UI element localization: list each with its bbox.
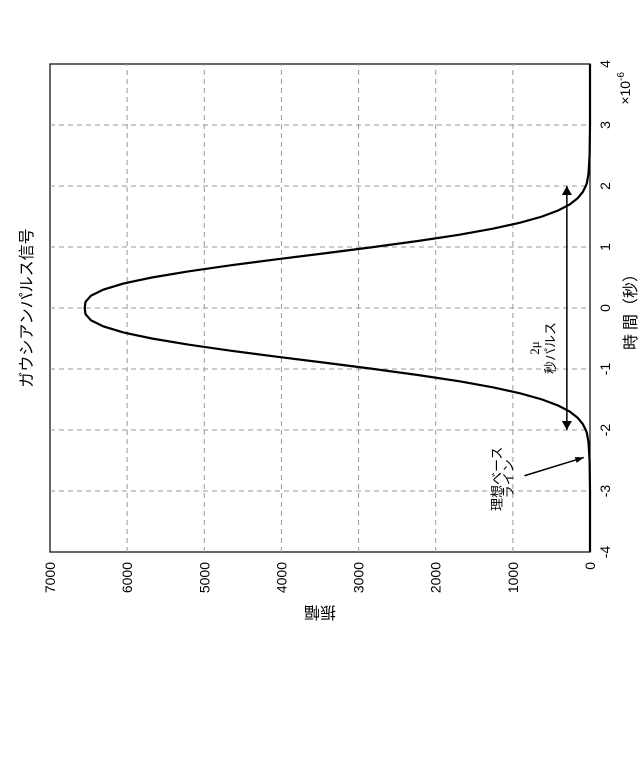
rotated-group: -4 -3 -2 -1 0 1 2 3 4 0 1000 2000 3000 4000 5000 6000 7… — [18, 60, 640, 621]
svg-text:0: 0 — [597, 304, 613, 312]
chart-canvas: -4 -3 -2 -1 0 1 2 3 4 0 1000 2000 3000 4000 5000 6000 7… — [0, 0, 640, 762]
y-tick-labels: 0 1000 2000 3000 4000 5000 6000 7000 — [42, 562, 598, 593]
pulse-annotation-l1: 2μ — [527, 341, 542, 355]
x-tick-labels: -4 -3 -2 -1 0 1 2 3 4 — [597, 60, 613, 558]
svg-text:2000: 2000 — [428, 562, 444, 593]
svg-text:6000: 6000 — [119, 562, 135, 593]
svg-text:1: 1 — [597, 243, 613, 251]
svg-text:4: 4 — [597, 60, 613, 68]
svg-text:4000: 4000 — [273, 562, 289, 593]
x-exponent-label: ×10-6 — [616, 72, 633, 105]
y-axis-title: 振幅 — [304, 603, 336, 621]
svg-text:-1: -1 — [597, 363, 613, 376]
svg-text:0: 0 — [582, 562, 598, 570]
svg-text:-4: -4 — [597, 546, 613, 559]
svg-text:-3: -3 — [597, 485, 613, 498]
svg-text:2: 2 — [597, 182, 613, 190]
chart-title: ガウシアンパルス信号 — [18, 228, 36, 387]
x-axis-title: 時 間（秒） — [622, 266, 640, 350]
svg-text:-2: -2 — [597, 424, 613, 437]
svg-text:3000: 3000 — [351, 562, 367, 593]
svg-text:1000: 1000 — [505, 562, 521, 593]
svg-text:3: 3 — [597, 121, 613, 129]
svg-text:5000: 5000 — [196, 562, 212, 593]
baseline-annotation-l2: ライン — [501, 459, 516, 498]
svg-text:7000: 7000 — [42, 562, 58, 593]
pulse-annotation-l2: 秒パルス — [543, 322, 558, 374]
